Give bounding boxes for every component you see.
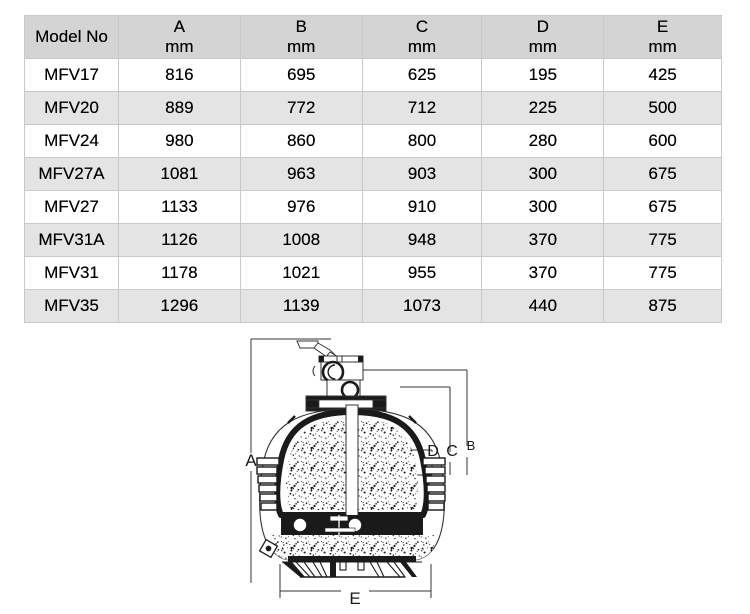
svg-text:B: B xyxy=(467,438,476,453)
svg-text:C: C xyxy=(446,443,458,460)
svg-text:A: A xyxy=(245,451,257,470)
svg-text:E: E xyxy=(349,589,360,608)
svg-text:D: D xyxy=(427,443,439,460)
